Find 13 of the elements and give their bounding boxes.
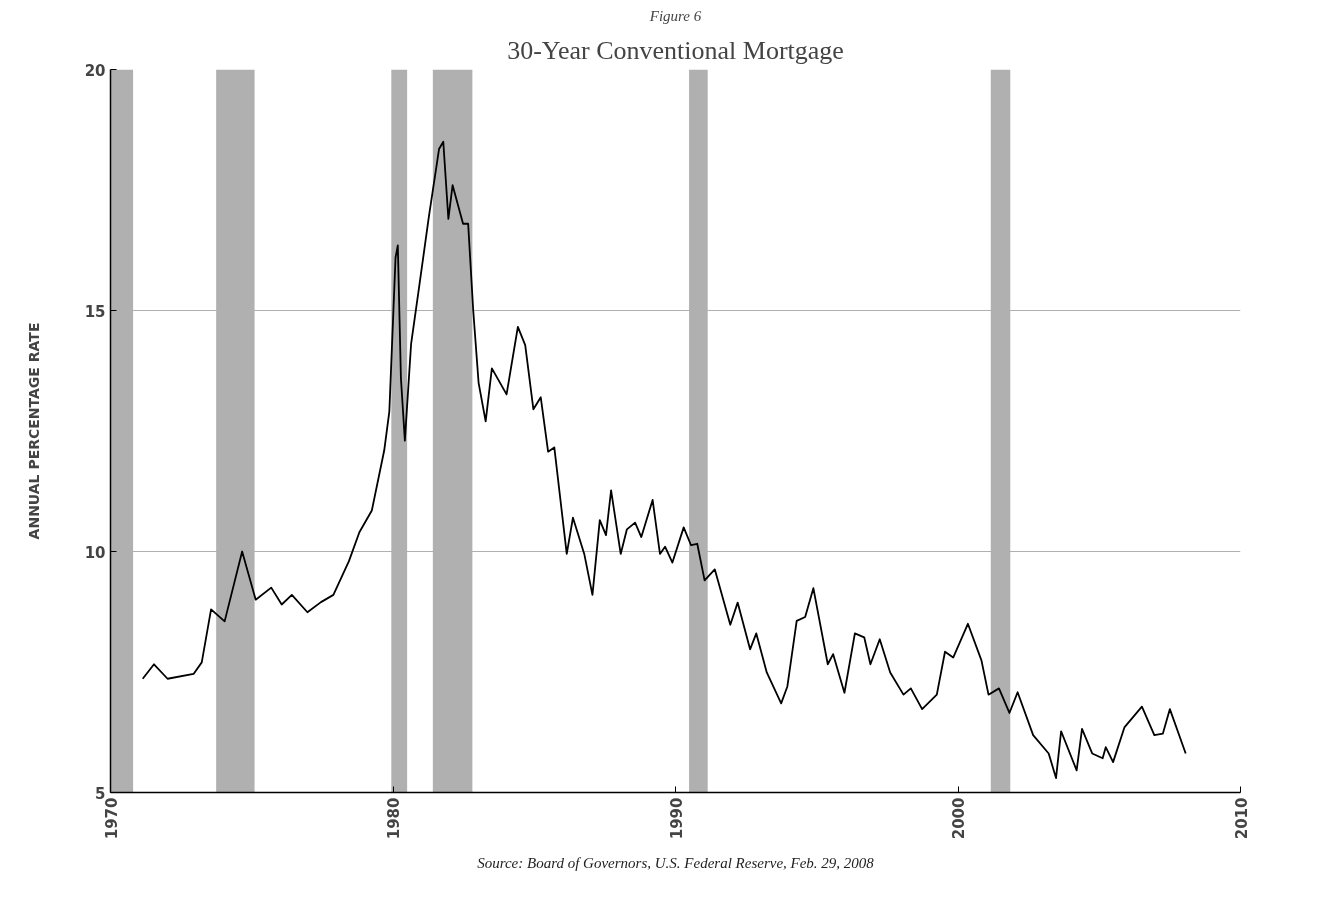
y-tick-label: 15 bbox=[84, 302, 106, 321]
y-tick-label: 5 bbox=[95, 784, 106, 803]
x-tick-label: 1980 bbox=[385, 797, 403, 840]
line-series bbox=[141, 140, 1187, 779]
source-note: Source: Board of Governors, U.S. Federal Reserve, Feb. 29, 2008 bbox=[477, 854, 875, 871]
chart-title: 30-Year Conventional Mortgage bbox=[507, 35, 844, 65]
x-tick-label: 1990 bbox=[667, 797, 686, 840]
y-tick-label: 20 bbox=[84, 61, 106, 80]
x-tick-label: 2010 bbox=[1232, 797, 1251, 840]
y-tick-label: 10 bbox=[84, 543, 106, 562]
chart-subtitle: Figure 6 bbox=[648, 7, 702, 24]
x-tick-label: 2000 bbox=[950, 797, 968, 840]
y-axis-title: ANNUAL PERCENTAGE RATE bbox=[25, 322, 42, 540]
